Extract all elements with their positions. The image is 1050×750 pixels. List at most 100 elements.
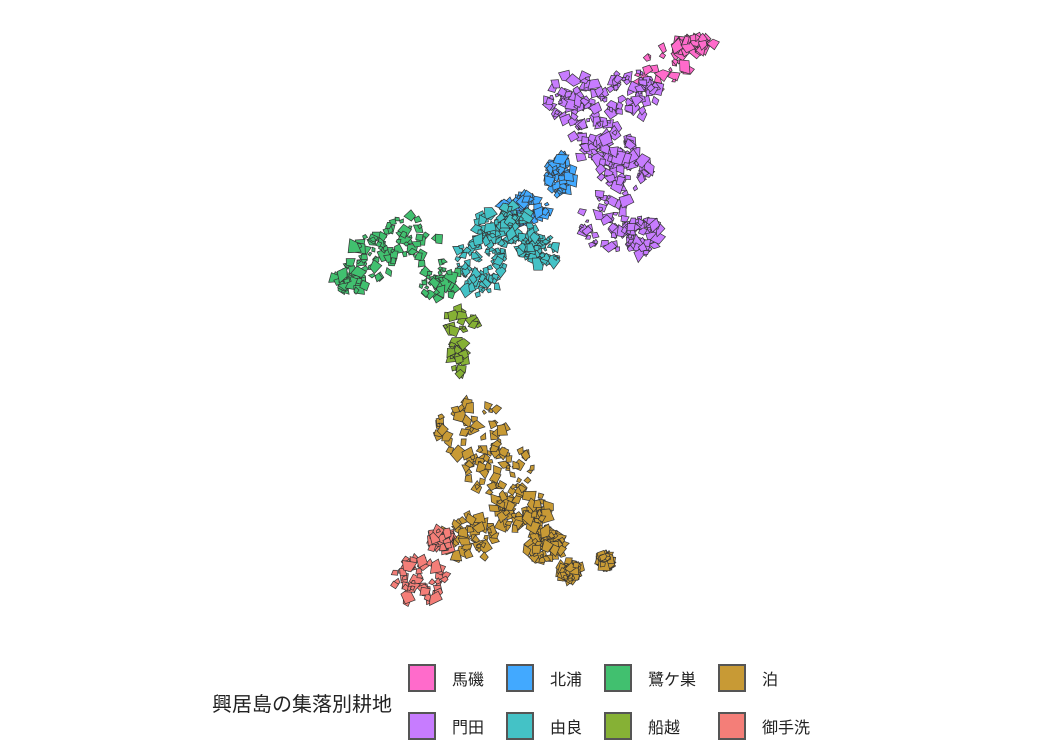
farmland-parcel [601, 96, 608, 103]
legend-key: 馬磯 [408, 664, 484, 692]
legend-key: 鷺ケ巣 [604, 664, 696, 692]
farmland-parcel [467, 320, 479, 330]
legend-key: 由良 [506, 712, 582, 740]
farmland-parcel [606, 119, 611, 124]
farmland-parcel [525, 222, 535, 230]
farmland-parcel [506, 464, 510, 469]
farmland-parcel [394, 216, 401, 222]
farmland-parcel [458, 244, 465, 249]
legend-keys: 馬磯 門田 北浦 由良 鷺ケ巣 船越 泊御手洗 [408, 664, 810, 740]
farmland-parcel [634, 84, 646, 92]
farmland-parcel [477, 229, 483, 235]
farmland-parcel [671, 58, 679, 67]
farmland-parcel [593, 238, 599, 245]
farmland-parcel [445, 446, 455, 455]
farmland-parcel [554, 93, 560, 98]
farmland-parcel [401, 583, 409, 592]
farmland-parcel [401, 250, 408, 258]
farmland-parcel [550, 242, 560, 254]
farmland-map [328, 31, 720, 608]
legend-label: 御手洗 [762, 718, 811, 737]
farmland-parcel [642, 53, 651, 62]
farmland-parcel [558, 175, 565, 182]
farmland-parcel [478, 477, 486, 486]
farmland-parcel [419, 586, 431, 596]
farmland-parcel [689, 33, 697, 42]
farmland-parcel [549, 544, 560, 558]
farmland-parcel [457, 537, 471, 546]
farmland-parcel [491, 404, 503, 415]
farmland-parcel [486, 481, 497, 492]
farmland-parcel [360, 253, 368, 260]
farmland-parcel [409, 585, 416, 591]
farmland-parcel [506, 452, 511, 457]
farmland-parcel [455, 310, 468, 320]
farmland-parcel [680, 35, 690, 46]
farmland-parcel [536, 247, 543, 255]
farmland-parcel [436, 423, 449, 437]
farmland-parcel [427, 271, 433, 276]
farmland-parcel [623, 162, 630, 168]
farmland-parcel [343, 278, 351, 284]
farmland-parcel [588, 153, 593, 159]
farmland-parcel [439, 575, 449, 584]
farmland-parcel [495, 230, 502, 238]
farmland-parcel [679, 59, 691, 75]
farmland-parcel [458, 251, 468, 259]
farmland-parcel [444, 541, 452, 549]
farmland-parcel [482, 234, 491, 247]
farmland-parcel [523, 476, 532, 484]
farmland-parcel [471, 534, 480, 544]
legend-label: 由良 [550, 718, 583, 737]
legend-label: 泊 [762, 670, 779, 689]
farmland-parcel [399, 218, 404, 224]
farmland-parcel [472, 232, 483, 247]
farmland-parcel [596, 122, 602, 128]
settlement-parcels [629, 31, 720, 94]
farmland-parcel [564, 569, 571, 577]
farmland-parcel [635, 69, 642, 75]
farmland-parcel [448, 341, 457, 348]
farmland-parcel [598, 130, 613, 147]
farmland-parcel [531, 544, 542, 554]
farmland-parcel [483, 534, 489, 541]
farmland-parcel [496, 423, 508, 436]
farmland-parcel [478, 214, 488, 225]
farmland-parcel [383, 254, 392, 263]
farmland-parcel [584, 219, 590, 223]
farmland-parcel [544, 175, 556, 188]
farmland-parcel [489, 444, 500, 453]
farmland-parcel [608, 146, 619, 159]
legend-swatch [604, 664, 633, 692]
legend-swatch [718, 712, 747, 740]
farmland-parcel [483, 207, 498, 221]
farmland-parcel [538, 251, 546, 259]
farmland-parcel [572, 85, 582, 96]
farmland-parcel [437, 276, 444, 282]
settlement-parcels [390, 523, 458, 608]
farmland-parcel [497, 446, 510, 458]
farmland-parcel [634, 160, 640, 167]
farmland-parcel [522, 544, 532, 557]
farmland-parcel [367, 273, 376, 279]
farmland-parcel [480, 287, 486, 292]
farmland-parcel [671, 78, 677, 83]
farmland-parcel [450, 364, 457, 372]
farmland-parcel [615, 108, 623, 115]
farmland-parcel [529, 464, 535, 471]
legend-label: 船越 [648, 718, 681, 737]
farmland-parcel [463, 548, 474, 560]
farmland-parcel [594, 190, 605, 199]
farmland-parcel [602, 240, 618, 253]
farmland-parcel [558, 99, 563, 105]
farmland-parcel [488, 504, 500, 513]
farmland-parcel [492, 276, 498, 285]
legend-swatch [506, 712, 535, 740]
farmland-parcel [572, 561, 580, 569]
farmland-parcel [461, 414, 472, 429]
farmland-parcel [649, 231, 667, 245]
farmland-parcel [362, 234, 369, 240]
farmland-parcel [417, 259, 426, 268]
farmland-parcel [505, 225, 517, 242]
legend-title: 興居島の集落別耕地 [212, 691, 392, 716]
